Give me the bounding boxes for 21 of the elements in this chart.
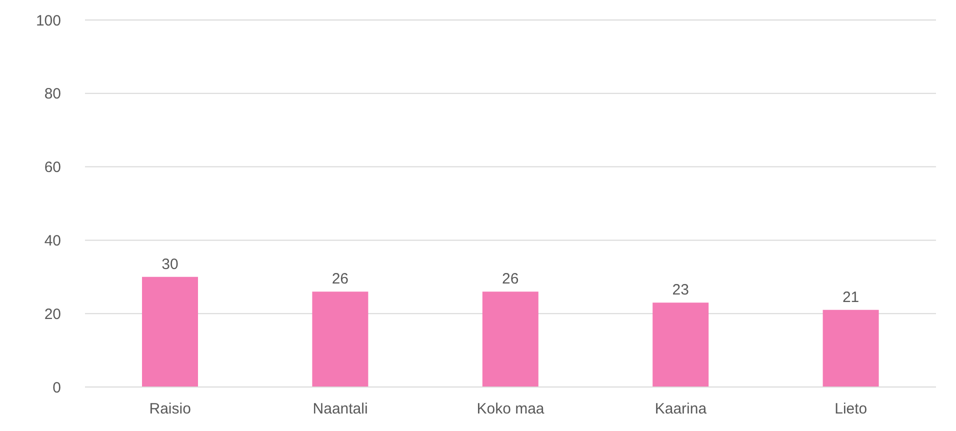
x-tick-label: Raisio	[149, 400, 191, 418]
x-tick-label: Lieto	[834, 400, 868, 418]
bar	[142, 276, 198, 387]
bar	[652, 302, 709, 387]
y-tick-label: 20	[44, 306, 61, 323]
bar	[312, 292, 368, 387]
y-tick-label: 40	[44, 232, 61, 250]
data-label: 21	[842, 288, 860, 306]
bar	[822, 310, 879, 387]
y-tick-label: 60	[44, 159, 61, 176]
y-tick-label: 100	[36, 12, 61, 30]
y-tick-label: 0	[52, 379, 61, 396]
data-label: 26	[502, 270, 519, 288]
bar	[482, 292, 538, 387]
x-tick-label: Kaarina	[654, 400, 708, 418]
x-tick-label: Koko maa	[476, 400, 545, 418]
y-tick-label: 80	[44, 86, 61, 103]
x-tick-label: Naantali	[312, 400, 368, 418]
data-label: 26	[332, 270, 349, 288]
data-label: 30	[162, 256, 178, 273]
data-label: 23	[672, 282, 689, 299]
